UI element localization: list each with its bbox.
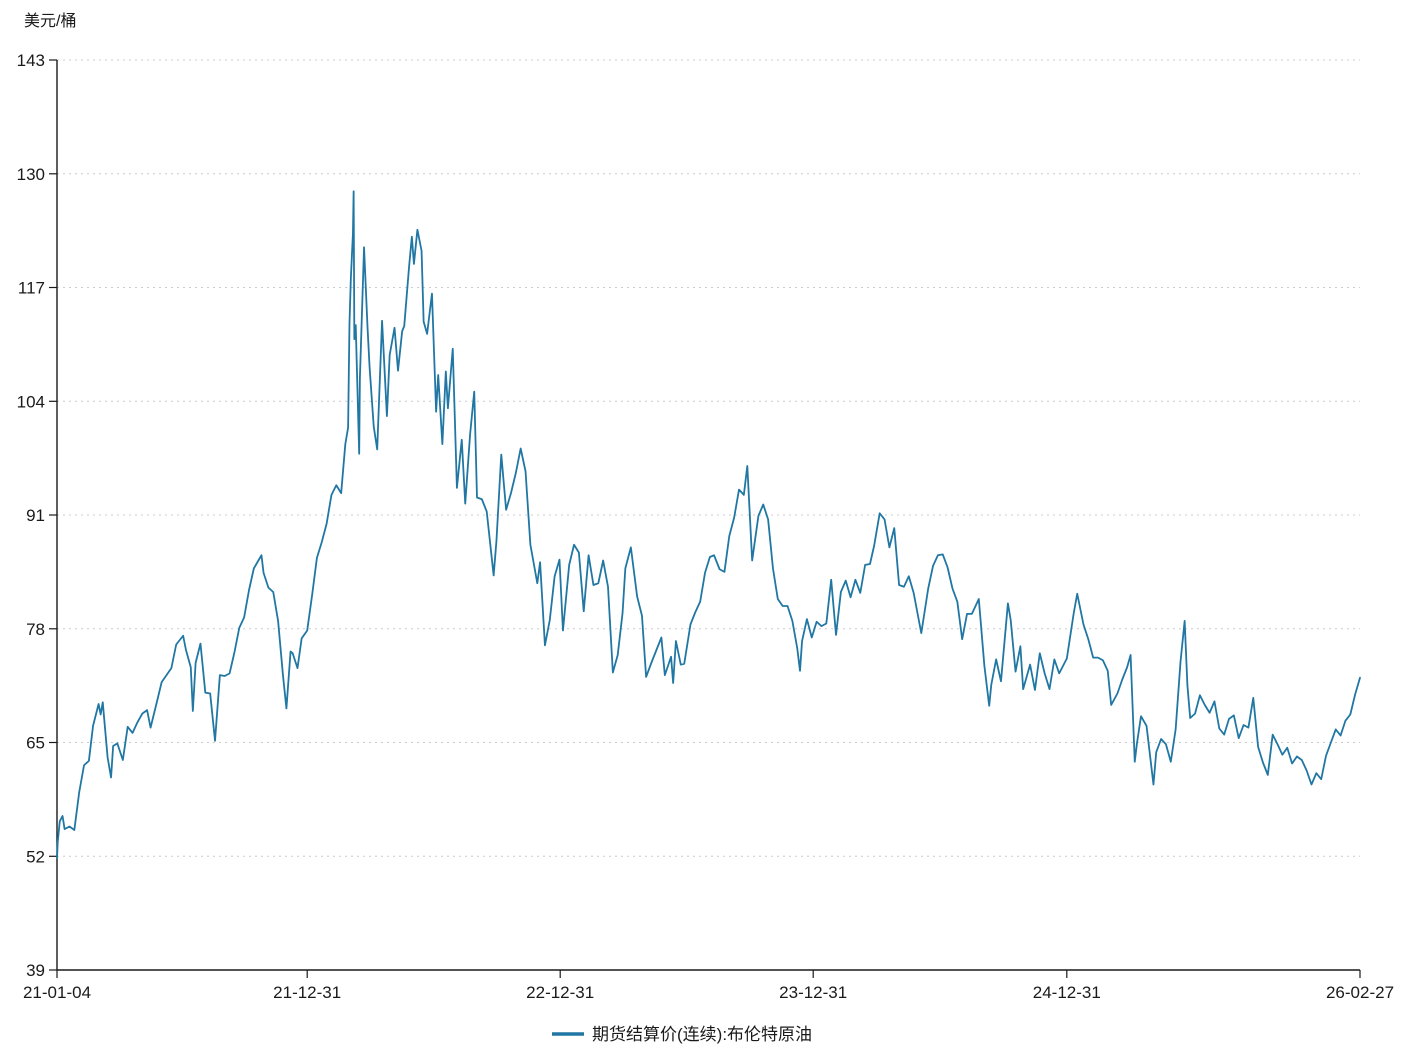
y-axis-unit-label: 美元/桶 bbox=[24, 12, 76, 30]
x-axis-tick-labels: 21-01-04 21-12-31 22-12-31 23-12-31 24-12-31… bbox=[23, 983, 1394, 1002]
y-tick-label: 65 bbox=[26, 734, 45, 753]
y-tick-label: 143 bbox=[17, 51, 45, 70]
y-tick-label: 52 bbox=[26, 847, 45, 866]
y-tick-label: 39 bbox=[26, 961, 45, 980]
x-tick-label: 22-12-31 bbox=[526, 983, 594, 1002]
y-tick-label: 104 bbox=[17, 392, 45, 411]
horizontal-gridlines bbox=[57, 59, 1360, 857]
legend-label: 期货结算价(连续):布伦特原油 bbox=[592, 1025, 812, 1044]
price-line-series bbox=[56, 190, 1361, 859]
x-tick-label: 26-02-27 bbox=[1326, 983, 1394, 1002]
y-tick-label: 130 bbox=[17, 165, 45, 184]
axes bbox=[56, 60, 1360, 971]
x-tick-label: 21-12-31 bbox=[273, 983, 341, 1002]
x-axis-ticks bbox=[56, 970, 1361, 978]
y-axis-ticks bbox=[49, 59, 57, 971]
y-tick-label: 117 bbox=[18, 279, 45, 298]
x-tick-label: 23-12-31 bbox=[779, 983, 847, 1002]
x-tick-label: 21-01-04 bbox=[23, 983, 91, 1002]
y-axis-tick-labels: 39 52 65 78 91 104 117 130 143 bbox=[17, 51, 45, 980]
legend: 期货结算价(连续):布伦特原油 bbox=[552, 1025, 812, 1044]
x-tick-label: 24-12-31 bbox=[1033, 983, 1101, 1002]
y-tick-label: 91 bbox=[26, 506, 45, 525]
y-tick-label: 78 bbox=[26, 620, 45, 639]
